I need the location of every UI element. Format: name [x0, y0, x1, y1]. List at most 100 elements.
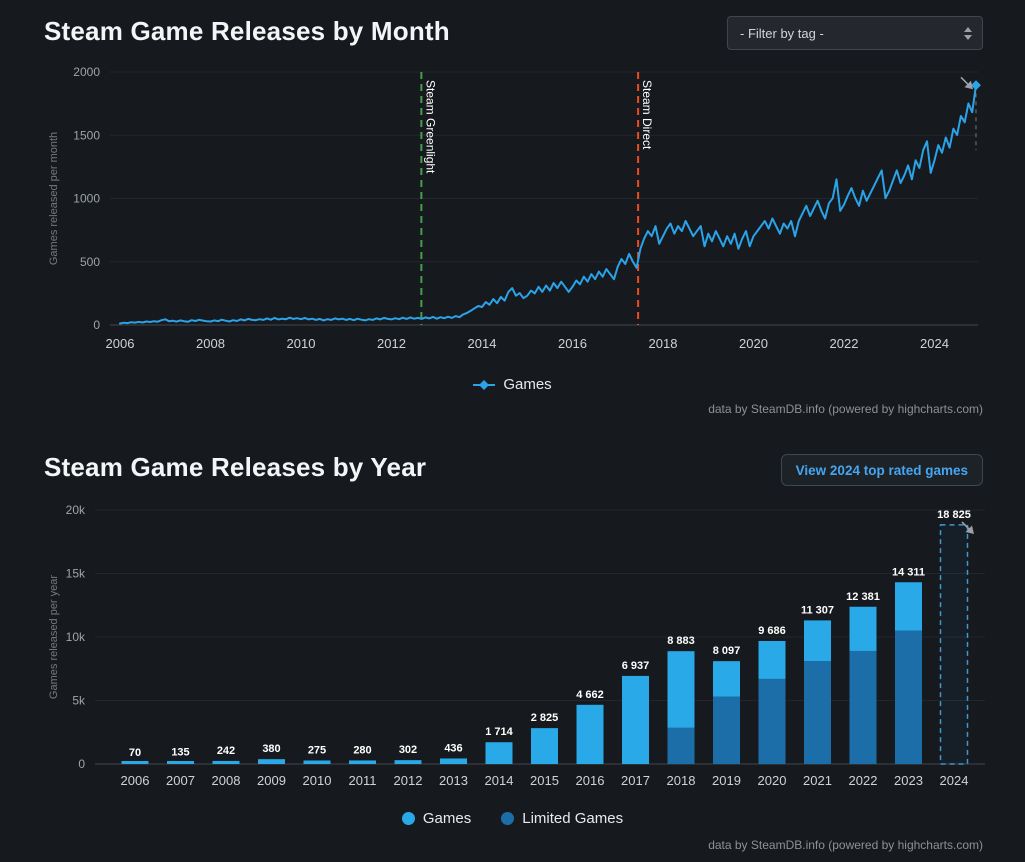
- bar-2022-games[interactable]: [849, 606, 877, 651]
- x-axis-label: 2016: [558, 336, 587, 351]
- bar-2014-games[interactable]: [485, 742, 513, 764]
- filter-by-tag-value: - Filter by tag -: [740, 25, 824, 41]
- bar-2010-games[interactable]: [303, 760, 331, 764]
- x-axis-label: 2010: [287, 336, 316, 351]
- legend-label: Games: [422, 810, 472, 827]
- bar-2011-games[interactable]: [349, 760, 376, 764]
- yearly-bar-chart[interactable]: 0 5k 10k 15k 20k Games released per year 2006 7…: [0, 500, 1025, 810]
- x-axis-label: 2022: [830, 336, 859, 351]
- plotline-label: Steam Greenlight: [423, 80, 437, 174]
- plotline-label: Steam Direct: [640, 80, 654, 150]
- bar-2015-games[interactable]: [531, 728, 558, 764]
- bar-2021-limited-games[interactable]: [804, 661, 831, 764]
- bar-2022-limited-games[interactable]: [849, 650, 877, 764]
- x-axis-label: 2015: [530, 773, 559, 788]
- bar-2012-games[interactable]: [394, 760, 422, 764]
- bar-2020-games[interactable]: [758, 640, 786, 679]
- x-axis-label: 2018: [667, 773, 696, 788]
- bar-2007-games[interactable]: [167, 761, 194, 764]
- x-axis-label: 2006: [121, 773, 150, 788]
- y-axis-label: 0: [78, 757, 85, 771]
- y-axis-label: 500: [80, 255, 100, 269]
- y-axis-title: Games released per year: [48, 575, 60, 699]
- bar-value-label: 2 825: [531, 712, 559, 724]
- legend-label: Games: [503, 376, 552, 393]
- select-updown-icon: [964, 26, 972, 40]
- x-axis-label: 2014: [468, 336, 497, 351]
- limited-games-legend-dot-icon: [501, 812, 515, 825]
- x-axis-label: 2006: [106, 336, 135, 351]
- bar-value-label: 135: [171, 746, 189, 758]
- legend-item-games[interactable]: Games: [401, 810, 472, 827]
- x-axis-label: 2014: [485, 773, 514, 788]
- y-axis-label: 20k: [66, 503, 86, 517]
- y-axis-label: 0: [93, 318, 100, 332]
- x-axis-label: 2007: [166, 773, 195, 788]
- bar-2021-games[interactable]: [804, 620, 831, 662]
- x-axis-label: 2023: [894, 773, 923, 788]
- filter-by-tag-select[interactable]: - Filter by tag -: [727, 16, 983, 50]
- bar-value-label: 14 311: [892, 566, 925, 578]
- legend-item-limited-games[interactable]: Limited Games: [501, 810, 623, 827]
- bar-value-label: 242: [217, 745, 235, 757]
- bar-2013-games[interactable]: [440, 758, 467, 764]
- y-axis-label: 10k: [66, 630, 86, 644]
- bar-2023-limited-games[interactable]: [895, 630, 922, 764]
- bar-value-label: 11 307: [801, 604, 834, 616]
- monthly-chart-title: Steam Game Releases by Month: [44, 16, 450, 46]
- projection-arrow-icon: [960, 76, 973, 90]
- bar-2018-games[interactable]: [667, 651, 695, 728]
- x-axis-label: 2021: [803, 773, 832, 788]
- bar-value-label: 70: [129, 747, 141, 759]
- x-axis-label: 2013: [439, 773, 468, 788]
- x-axis-label: 2020: [758, 773, 787, 788]
- bar-value-label: 380: [262, 743, 280, 755]
- chart-credit-link[interactable]: data by SteamDB.info (powered by highcha…: [708, 402, 983, 416]
- games-line-series[interactable]: [119, 84, 977, 325]
- x-axis-label: 2024: [920, 336, 949, 351]
- y-axis-label: 1000: [73, 192, 100, 206]
- bar-2008-games[interactable]: [212, 760, 240, 764]
- bar-value-label: 280: [353, 744, 371, 756]
- chart-credit-link[interactable]: data by SteamDB.info (powered by highcha…: [708, 838, 983, 852]
- games-series-marker-icon: [473, 379, 496, 390]
- bar-value-label: 8 883: [667, 635, 695, 647]
- y-axis-label: 15k: [66, 567, 86, 581]
- bar-2006-games[interactable]: [121, 761, 149, 764]
- bar-value-label: 4 662: [576, 689, 604, 701]
- x-axis-label: 2008: [212, 773, 241, 788]
- y-axis-label: 1500: [73, 128, 100, 142]
- bar-2020-limited-games[interactable]: [758, 678, 786, 764]
- bar-value-label: 1 714: [485, 726, 513, 738]
- bar-value-label: 18 825: [937, 509, 971, 521]
- bar-2019-limited-games[interactable]: [713, 696, 740, 764]
- bar-2023-games[interactable]: [895, 582, 922, 631]
- legend-item-games[interactable]: Games: [473, 376, 552, 393]
- games-legend-dot-icon: [401, 812, 415, 825]
- bar-2024-projected[interactable]: [939, 524, 969, 765]
- bar-value-label: 275: [308, 745, 326, 757]
- bar-2009-games[interactable]: [258, 759, 285, 764]
- bar-2017-games[interactable]: [622, 675, 649, 764]
- monthly-chart-legend: Games: [0, 376, 1025, 393]
- monthly-line-chart[interactable]: 0 500 1000 1500 2000 2006 2008 2010 2012 2014 2016…: [0, 60, 1025, 360]
- last-point-marker[interactable]: [970, 80, 981, 91]
- bar-value-label: 9 686: [758, 625, 786, 637]
- bar-2016-games[interactable]: [576, 704, 604, 764]
- x-axis-label: 2020: [739, 336, 768, 351]
- x-axis-label: 2012: [394, 773, 423, 788]
- x-axis-label: 2017: [621, 773, 650, 788]
- x-axis-label: 2024: [940, 773, 969, 788]
- bar-2018-limited-games[interactable]: [667, 727, 695, 764]
- x-axis-label: 2022: [849, 773, 878, 788]
- x-axis-label: 2010: [303, 773, 332, 788]
- view-top-rated-button[interactable]: View 2024 top rated games: [780, 454, 983, 486]
- bar-2019-games[interactable]: [713, 661, 740, 697]
- bar-value-label: 302: [399, 744, 417, 756]
- x-axis-label: 2011: [349, 773, 377, 788]
- legend-label: Limited Games: [522, 810, 624, 827]
- yearly-chart-title: Steam Game Releases by Year: [44, 452, 427, 482]
- x-axis-label: 2008: [196, 336, 225, 351]
- y-axis-label: 2000: [73, 65, 100, 79]
